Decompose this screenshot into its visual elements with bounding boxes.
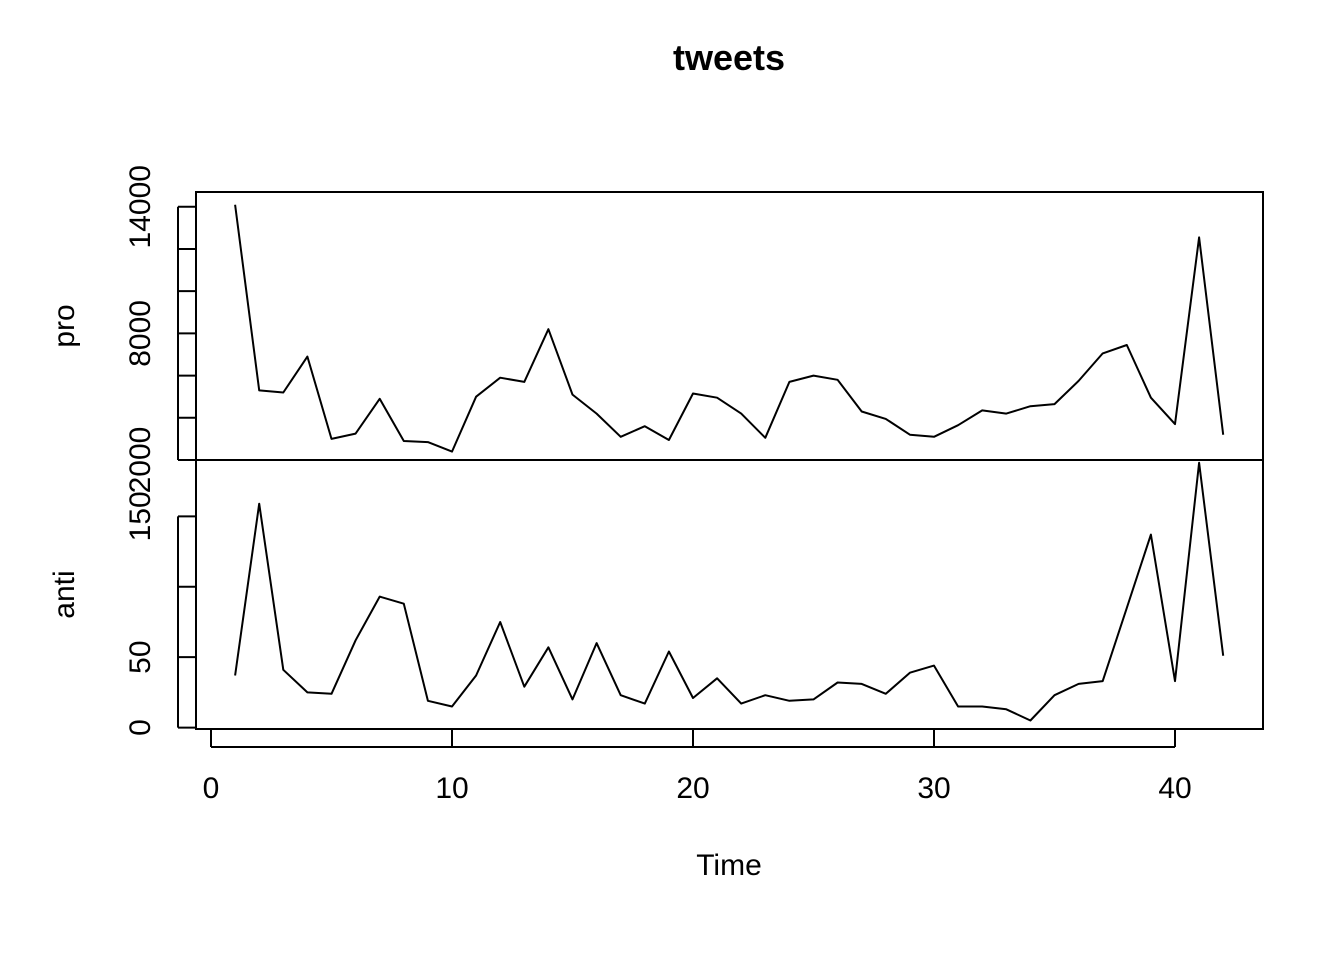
x-tick-label: 10: [435, 772, 468, 805]
series-line-anti: [234, 461, 1225, 722]
chart-title: tweets: [673, 37, 785, 78]
y-tick-label-pro: 2000: [124, 427, 157, 494]
panel-pro: 2000 8000 14000 pro: [48, 165, 1264, 494]
x-tick-label: 30: [917, 772, 950, 805]
panel-anti: 0 50 150 anti: [48, 459, 1264, 736]
series-line-pro: [234, 204, 1225, 453]
x-tick-label: 0: [203, 772, 220, 805]
chart-panels: 2000 8000 14000 pro 0 50 150 anti: [48, 165, 1264, 736]
y-axis-label-pro: pro: [48, 304, 81, 347]
y-tick-label-pro: 8000: [124, 300, 157, 367]
panel-frame-anti: [195, 459, 1264, 730]
x-tick-label: 40: [1158, 772, 1191, 805]
y-tick-label-anti: 0: [124, 719, 157, 736]
y-axis-label-anti: anti: [48, 570, 81, 618]
x-axis-label: Time: [696, 849, 762, 882]
panel-frame-pro: [195, 191, 1264, 461]
y-tick-label-pro: 14000: [124, 165, 157, 248]
y-tick-label-anti: 50: [124, 640, 157, 673]
y-tick-label-anti: 150: [124, 491, 157, 541]
x-tick-label: 20: [676, 772, 709, 805]
x-axis: 0 10 20 30 40: [203, 729, 1192, 805]
